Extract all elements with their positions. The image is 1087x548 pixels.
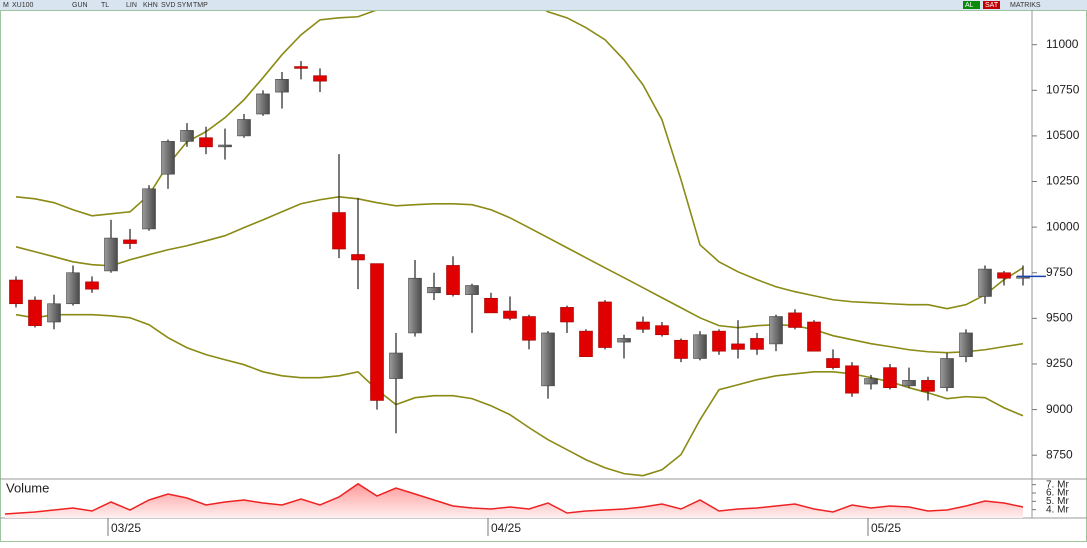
y-tick-label: 10250 — [1046, 174, 1080, 188]
toolbar-button-bg — [983, 1, 1000, 9]
bollinger-band — [15, 313, 1024, 477]
candle-body — [541, 332, 555, 387]
candle-body — [693, 334, 707, 359]
y-tick-label: 10750 — [1046, 82, 1080, 96]
candle-body — [655, 325, 669, 336]
candle-body — [864, 378, 878, 385]
candle-body — [370, 263, 384, 401]
x-tick-label: 05/25 — [871, 521, 901, 535]
candle-body — [674, 339, 688, 359]
y-tick-label: 10500 — [1046, 128, 1080, 142]
toolbar — [0, 0, 1087, 10]
candle-body — [104, 237, 118, 272]
candle-body — [598, 301, 612, 348]
volume-area — [5, 483, 1023, 518]
candle-body — [237, 119, 251, 137]
candle-body — [978, 268, 992, 297]
toolbar-button[interactable]: TL — [101, 2, 109, 9]
candle-body — [123, 239, 137, 244]
candle-body — [921, 380, 935, 392]
candle-body — [465, 285, 479, 295]
candle-body — [579, 330, 593, 357]
candle-body — [750, 338, 764, 350]
x-tick-label: 03/25 — [111, 521, 141, 535]
candle-body — [47, 303, 61, 323]
toolbar-button[interactable]: LIN — [126, 2, 137, 9]
candle-body — [769, 316, 783, 345]
toolbar-button[interactable]: SAT — [985, 2, 999, 9]
y-tick-label: 7. Mr — [1046, 479, 1069, 490]
candle-body — [997, 272, 1011, 279]
candle-body — [408, 277, 422, 334]
volume-line — [4, 482, 1024, 515]
candle-body — [427, 287, 441, 294]
toolbar-button[interactable]: SVD — [161, 2, 175, 9]
candle-body — [617, 338, 631, 343]
candle-body — [788, 312, 802, 328]
candle-body — [940, 358, 954, 388]
candle-body — [902, 380, 916, 387]
bollinger-band — [15, 196, 1024, 354]
y-tick-label: 9250 — [1046, 356, 1073, 370]
toolbar-button[interactable]: XU100 — [12, 2, 34, 9]
toolbar-button[interactable]: MATRIKS — [1010, 2, 1041, 9]
toolbar-button[interactable]: SYM — [177, 2, 192, 9]
candle-body — [389, 352, 403, 379]
candle-body — [712, 330, 726, 352]
candle-body — [826, 358, 840, 368]
candle-body — [883, 367, 897, 388]
candle-body — [332, 212, 346, 250]
candle-body — [218, 144, 232, 148]
y-tick-label: 6. Mr — [1046, 488, 1069, 499]
candle-body — [161, 141, 175, 175]
plot-area — [9, 11, 1030, 477]
candle-body — [731, 343, 745, 350]
candle-body — [66, 272, 80, 305]
candle-body — [446, 265, 460, 295]
candle-body — [294, 66, 308, 69]
candle-body — [845, 365, 859, 394]
candle-body — [807, 321, 821, 352]
candle-body — [85, 281, 99, 290]
candle-body — [351, 254, 365, 261]
candle-body — [503, 310, 517, 319]
toolbar-button[interactable]: M — [3, 2, 9, 9]
toolbar-button-bg — [963, 1, 980, 9]
y-tick-label: 9000 — [1046, 402, 1073, 416]
volume-title: Volume — [6, 480, 49, 495]
candle-body — [275, 79, 289, 93]
candle-body — [180, 130, 194, 142]
frame — [0, 10, 1087, 542]
candle-body — [9, 279, 23, 305]
y-tick-label: 11000 — [1046, 37, 1079, 51]
candle-body — [959, 332, 973, 357]
toolbar-button[interactable]: KHN — [143, 2, 158, 9]
y-tick-label: 9750 — [1046, 265, 1073, 279]
candle-body — [199, 137, 213, 148]
y-tick-label: 4. Mr — [1046, 504, 1069, 515]
y-tick-label: 8750 — [1046, 447, 1073, 461]
candle-body — [560, 307, 574, 323]
bollinger-band — [15, 11, 1024, 310]
toolbar-button[interactable]: GUN — [72, 2, 88, 9]
candle-body — [313, 75, 327, 82]
toolbar-button[interactable]: TMP — [193, 2, 208, 9]
x-tick-label: 04/25 — [491, 521, 521, 535]
toolbar-button[interactable]: AL — [965, 2, 974, 9]
candle-body — [142, 188, 156, 230]
candle-body — [256, 93, 270, 115]
y-tick-label: 9500 — [1046, 311, 1073, 325]
candle-body — [484, 297, 498, 314]
candle-body — [522, 316, 536, 341]
y-tick-label: 5. Mr — [1046, 496, 1069, 507]
y-tick-label: 10000 — [1046, 219, 1080, 233]
candle-body — [28, 299, 42, 326]
candle-body — [636, 321, 650, 330]
